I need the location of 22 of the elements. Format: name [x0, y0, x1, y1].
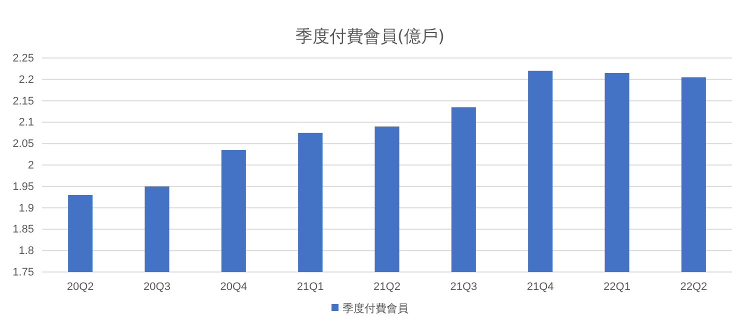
y-tick-label: 2.1 [18, 116, 34, 129]
x-tick-label: 21Q3 [450, 280, 478, 293]
x-tick-label: 20Q4 [220, 280, 248, 293]
x-tick-label: 21Q1 [296, 280, 324, 293]
y-tick-label: 2.25 [12, 52, 34, 65]
y-tick-label: 2.05 [12, 138, 34, 150]
y-tick-label: 2 [28, 160, 34, 172]
x-tick-label: 22Q2 [680, 280, 708, 293]
y-tick-label: 1.85 [12, 224, 34, 236]
y-tick-label: 1.95 [12, 180, 34, 193]
y-tick-label: 1.8 [18, 245, 34, 258]
x-tick-label: 20Q3 [144, 280, 170, 293]
x-tick-label: 22Q1 [604, 280, 630, 293]
y-tick-label: 2.15 [12, 95, 34, 108]
y-tick-label: 1.75 [12, 266, 34, 279]
y-tick-label: 2.2 [18, 74, 34, 86]
x-tick-label: 20Q2 [66, 280, 94, 293]
x-tick-label: 21Q4 [526, 280, 554, 293]
x-tick-label: 21Q2 [374, 280, 400, 293]
y-tick-label: 1.9 [18, 202, 34, 214]
chart-title: 季度付費會員(億戶) [295, 27, 445, 47]
legend-label: 季度付費會員 [342, 302, 408, 315]
